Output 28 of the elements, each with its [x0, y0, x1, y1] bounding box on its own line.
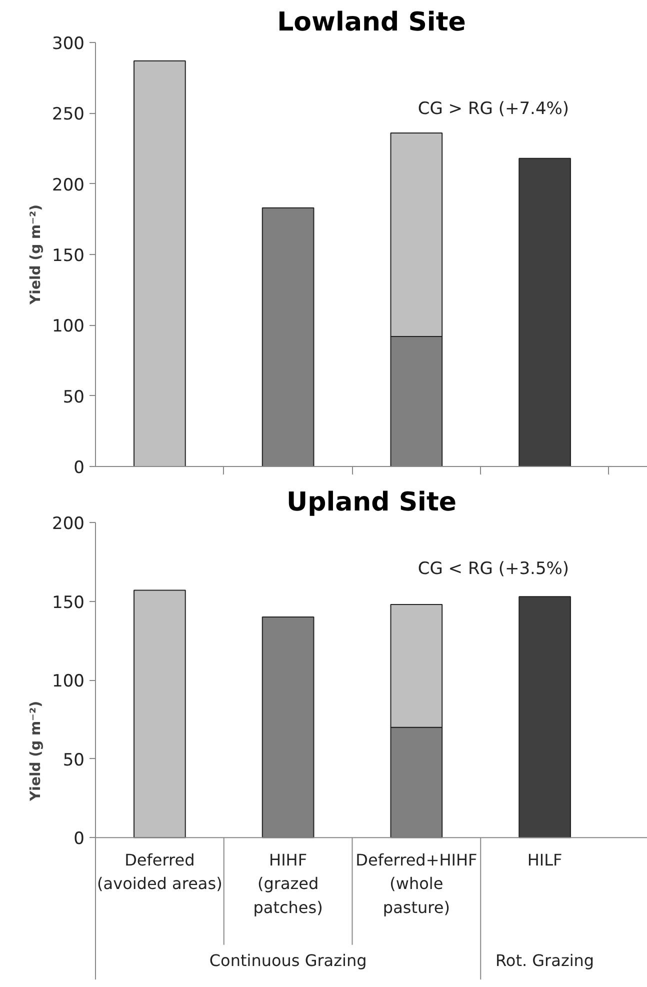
y-tick-label: 150	[52, 246, 85, 266]
bar	[134, 590, 186, 838]
y-tick-label: 200	[52, 514, 85, 534]
chart-title: Upland Site	[286, 488, 457, 518]
y-tick-label: 200	[52, 175, 85, 196]
y-tick-label: 250	[52, 104, 85, 125]
x-tick-label: HILF	[527, 850, 562, 870]
x-tick-label: Deferred (avoided areas)	[97, 850, 222, 894]
y-tick-label: 50	[62, 387, 85, 408]
y-tick-label: 50	[62, 750, 85, 770]
x-tick-label: Deferred+HIHF (whole pasture)	[356, 850, 478, 917]
text: Rot. Grazing	[496, 951, 594, 970]
bar	[518, 158, 571, 466]
annotation: CG < RG (+3.5%)	[418, 559, 570, 580]
x-tick-label: HIHF (grazed patches)	[253, 850, 323, 917]
annotation: CG > RG (+7.4%)	[418, 98, 570, 119]
y-tick-label: 0	[74, 829, 85, 850]
bar	[518, 596, 571, 838]
bar	[134, 60, 186, 466]
y-tick-label: 300	[52, 34, 85, 54]
text: Continuous Grazing	[209, 951, 367, 970]
y-axis-title: Yield (g m⁻²)	[28, 701, 44, 802]
chart-title: Lowland Site	[277, 8, 466, 38]
y-tick-label: 150	[52, 592, 85, 613]
y-tick-label: 0	[74, 458, 85, 478]
y-tick-label: 100	[52, 316, 85, 337]
y-axis-title: Yield (g m⁻²)	[28, 204, 44, 306]
y-tick-label: 100	[52, 672, 85, 692]
